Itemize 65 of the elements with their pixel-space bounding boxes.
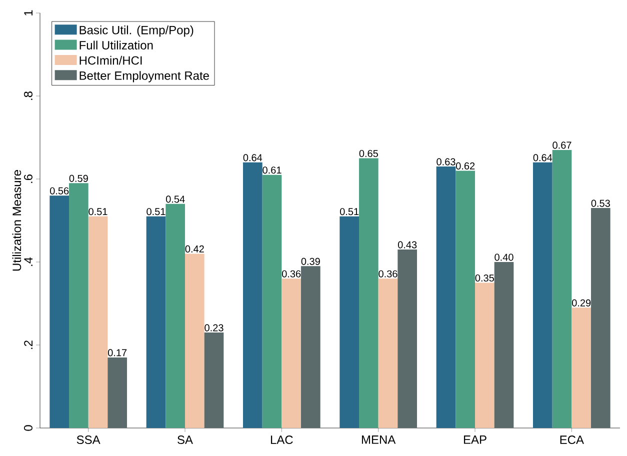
bar — [572, 308, 591, 428]
x-tick-label: LAC — [270, 436, 293, 444]
y-tick-label: .6 — [24, 174, 32, 183]
y-axis-title: Utilization Measure — [12, 170, 22, 271]
legend-label: Basic Util. (Emp/Pop) — [80, 26, 194, 37]
legend-label: Better Employment Rate — [80, 71, 209, 82]
bar — [378, 278, 398, 428]
data-label: 0.61 — [262, 166, 282, 174]
data-label: 0.51 — [146, 208, 166, 216]
data-label: 0.64 — [533, 154, 552, 162]
bar — [552, 150, 572, 428]
data-label: 0.56 — [50, 187, 69, 194]
data-label: 0.51 — [340, 208, 359, 216]
bar — [108, 357, 127, 428]
data-label: 0.29 — [572, 299, 591, 306]
data-label: 0.53 — [591, 200, 610, 207]
bar — [475, 282, 494, 428]
bar — [69, 183, 88, 428]
bar — [204, 332, 224, 428]
data-label: 0.64 — [243, 154, 262, 162]
bar — [398, 250, 417, 428]
bar — [533, 162, 552, 428]
data-label: 0.67 — [552, 142, 572, 149]
data-label: 0.59 — [69, 174, 88, 182]
x-tick-label: EAP — [464, 436, 486, 444]
y-tick-label: .4 — [24, 257, 32, 266]
y-tick-label: 0 — [24, 425, 32, 431]
data-label: 0.36 — [282, 270, 301, 278]
bar — [591, 208, 610, 428]
bar — [494, 262, 514, 428]
x-tick-label: SSA — [76, 436, 100, 444]
data-label: 0.65 — [359, 150, 378, 158]
data-label: 0.17 — [108, 349, 127, 356]
data-label: 0.35 — [475, 274, 494, 282]
bar — [340, 216, 359, 428]
bar — [50, 196, 69, 428]
data-label: 0.23 — [204, 324, 224, 332]
data-label: 0.51 — [88, 208, 108, 216]
data-label: 0.42 — [185, 245, 204, 252]
data-label: 0.62 — [456, 162, 475, 170]
bar — [166, 204, 185, 428]
bar — [88, 216, 108, 428]
bar — [146, 216, 166, 428]
data-label: 0.63 — [436, 158, 456, 166]
legend-label: HCImin/HCI — [80, 56, 142, 65]
x-tick-label: MENA — [362, 436, 396, 444]
bar — [301, 266, 320, 428]
y-tick-label: .8 — [24, 92, 32, 100]
bar — [243, 162, 262, 428]
y-tick-label: .2 — [24, 340, 32, 349]
bar — [185, 254, 204, 428]
data-label: 0.43 — [398, 241, 417, 248]
x-tick-label: SA — [178, 436, 193, 444]
data-label: 0.36 — [378, 270, 398, 278]
x-tick-label: ECA — [560, 436, 584, 444]
bar — [359, 158, 378, 428]
data-label: 0.40 — [494, 254, 514, 261]
y-tick-label: 1 — [24, 10, 32, 16]
data-label: 0.39 — [301, 258, 320, 265]
bar — [262, 174, 282, 428]
bar — [436, 166, 456, 428]
data-label: 0.54 — [166, 196, 185, 203]
bar — [282, 278, 301, 428]
legend-label: Full Utilization — [80, 40, 153, 50]
bar — [456, 170, 475, 428]
